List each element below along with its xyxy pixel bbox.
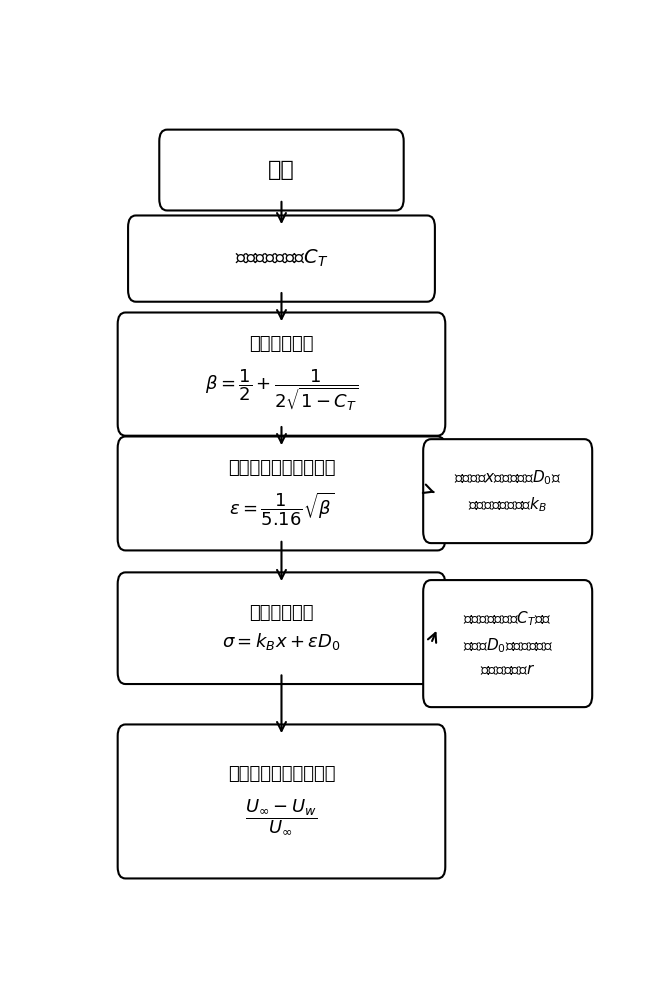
Text: 流向距离$x$，风轮直径$D_0$，
标准偏差扩散系数$k_B$: 流向距离$x$，风轮直径$D_0$， 标准偏差扩散系数$k_B$ bbox=[454, 468, 561, 514]
Text: 计算尾流区的速度亏损
$\dfrac{U_{\infty}-U_w}{U_{\infty}}$: 计算尾流区的速度亏损 $\dfrac{U_{\infty}-U_w}{U_{\i… bbox=[227, 765, 336, 837]
FancyBboxPatch shape bbox=[117, 572, 446, 684]
Text: 计算比例系数
$\beta=\dfrac{1}{2}+\dfrac{1}{2\sqrt{1-C_T}}$: 计算比例系数 $\beta=\dfrac{1}{2}+\dfrac{1}{2\s… bbox=[205, 335, 358, 413]
Text: 风力机推力系数$C_T$，风
轮直径$D_0$，距离轮毂中
心位置的距离$r$: 风力机推力系数$C_T$，风 轮直径$D_0$，距离轮毂中 心位置的距离$r$ bbox=[462, 610, 553, 678]
FancyBboxPatch shape bbox=[423, 439, 592, 543]
Text: 风力机推力系数$C_T$: 风力机推力系数$C_T$ bbox=[235, 248, 328, 269]
Text: 开始: 开始 bbox=[268, 160, 295, 180]
FancyBboxPatch shape bbox=[159, 130, 404, 210]
Text: 计算标准偏差
$\sigma=k_B x+\varepsilon D_0$: 计算标准偏差 $\sigma=k_B x+\varepsilon D_0$ bbox=[222, 604, 341, 652]
FancyBboxPatch shape bbox=[117, 436, 446, 550]
FancyBboxPatch shape bbox=[117, 312, 446, 436]
FancyBboxPatch shape bbox=[128, 215, 435, 302]
Text: 计算初始标准偏差系数
$\varepsilon=\dfrac{1}{5.16}\sqrt{\beta}$: 计算初始标准偏差系数 $\varepsilon=\dfrac{1}{5.16}\… bbox=[227, 459, 336, 528]
FancyBboxPatch shape bbox=[423, 580, 592, 707]
FancyBboxPatch shape bbox=[117, 724, 446, 878]
